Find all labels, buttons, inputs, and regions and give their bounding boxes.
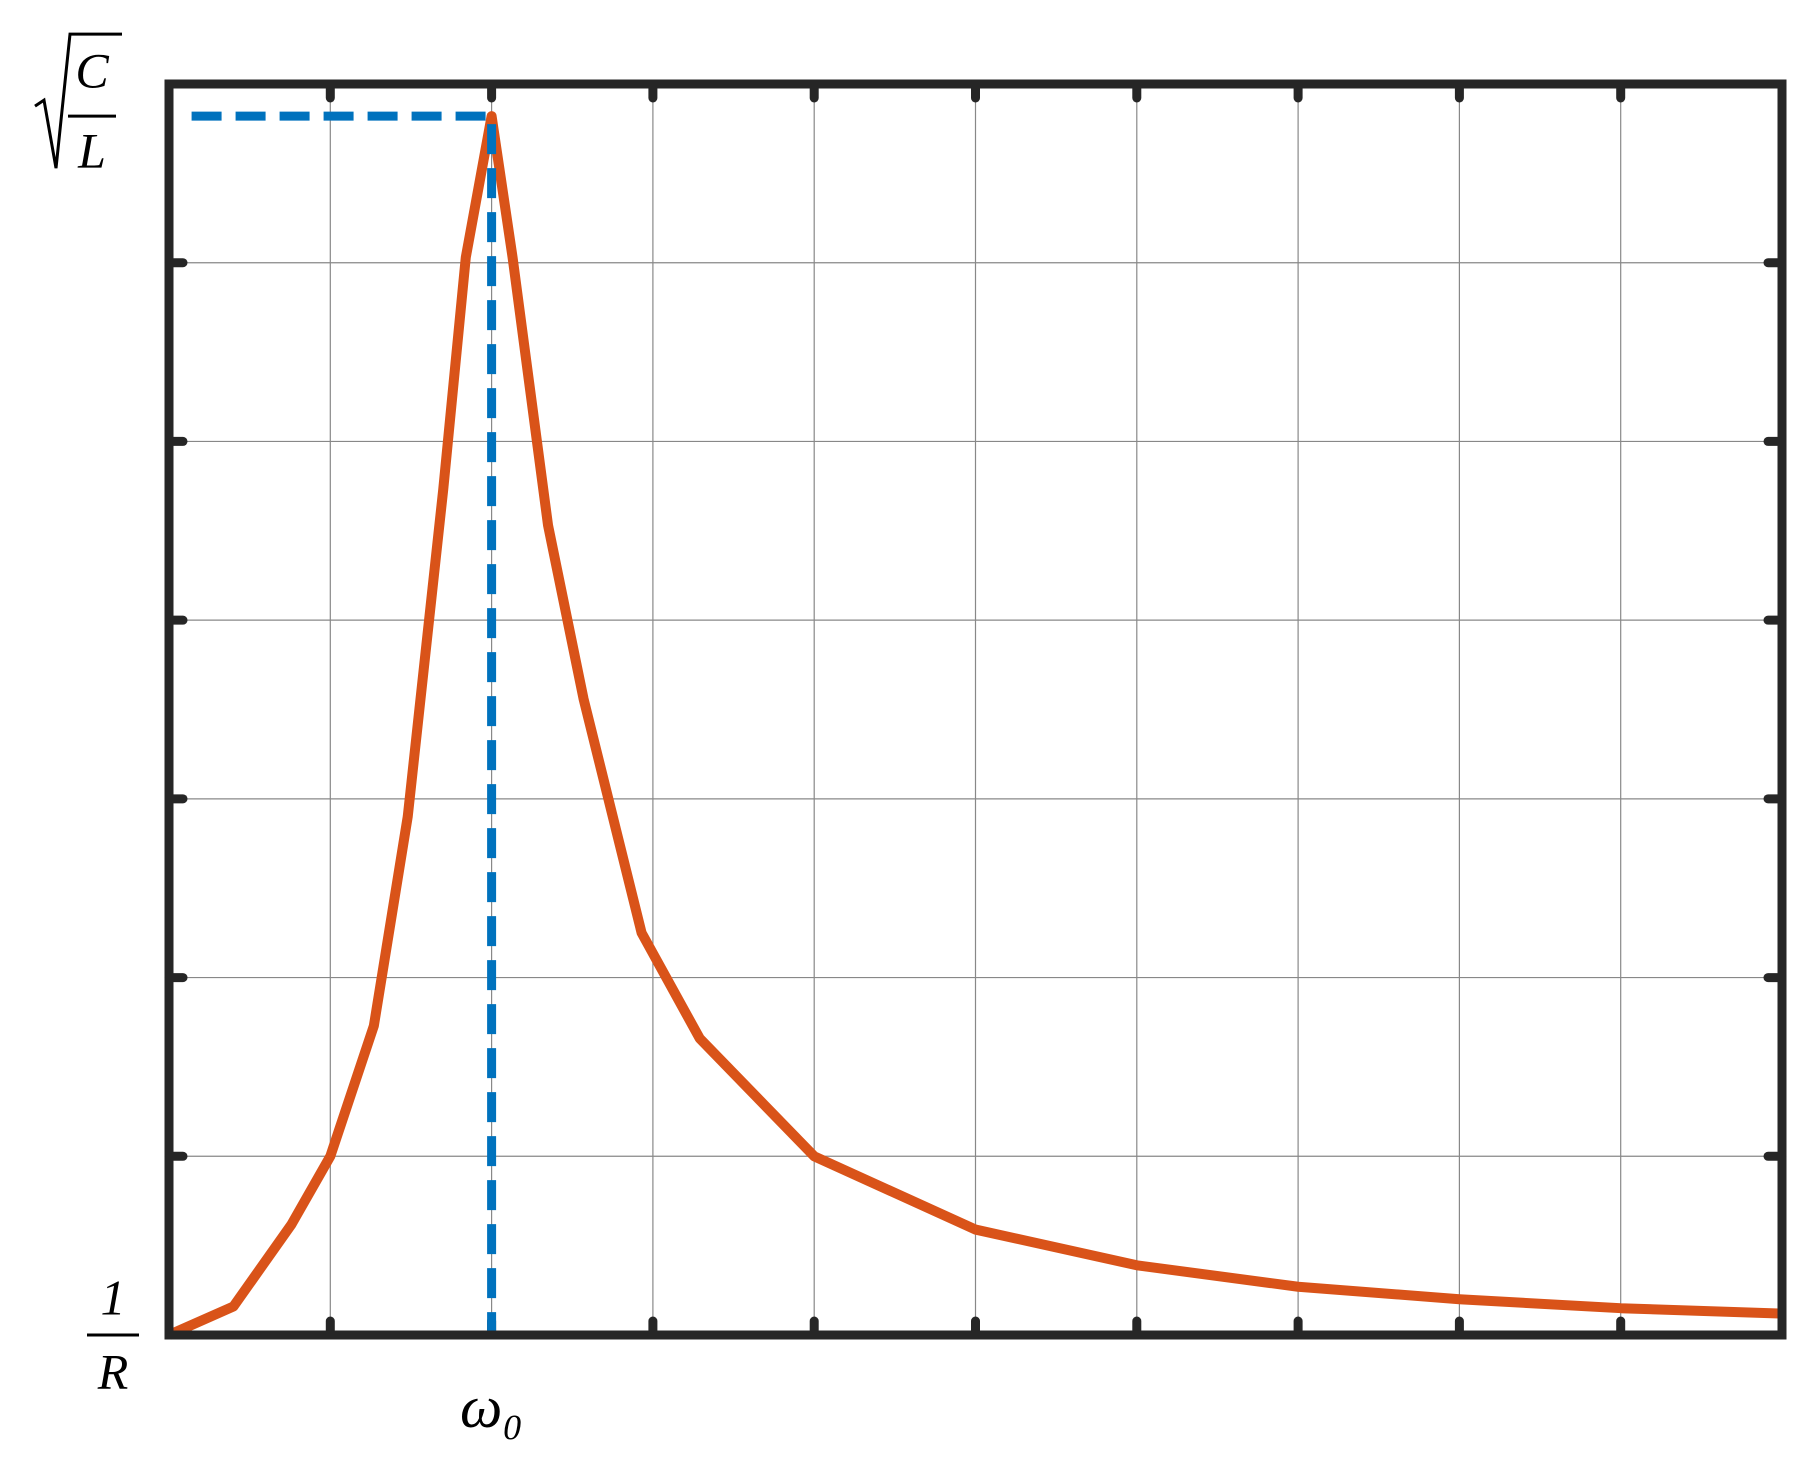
radicand-denominator: L — [77, 123, 106, 179]
x-tick-label: ω₀ — [460, 1374, 523, 1440]
data-line — [166, 111, 1783, 1340]
y-tick-label: 1R — [87, 1269, 139, 1399]
plot-frame — [164, 79, 1787, 1340]
radicand-numerator: C — [75, 43, 109, 99]
radical-sign — [34, 32, 122, 169]
y-tick-label: CL — [34, 32, 122, 179]
fraction-numerator: 1 — [101, 1269, 126, 1325]
reference-line — [191, 111, 497, 1335]
fraction-denominator: R — [97, 1343, 129, 1399]
